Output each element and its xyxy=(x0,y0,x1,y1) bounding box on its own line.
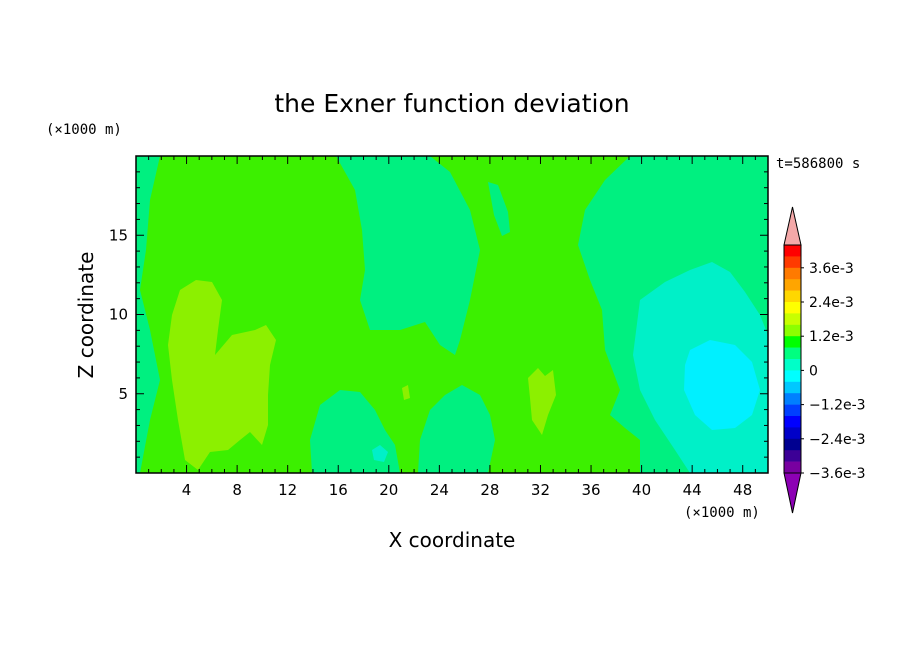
x-tick-label: 24 xyxy=(430,481,449,499)
contour-negative-weak xyxy=(488,182,510,236)
y-tick-label: 10 xyxy=(109,306,128,324)
contour-negative-weak xyxy=(336,156,480,355)
colorbar-swatch xyxy=(784,416,801,428)
colorbar-swatch xyxy=(784,393,801,405)
colorbar-swatch xyxy=(784,302,801,314)
y-tick-label: 5 xyxy=(118,385,128,403)
x-tick-label: 44 xyxy=(683,481,702,499)
colorbar-swatch xyxy=(784,245,801,257)
x-tick-label: 20 xyxy=(379,481,398,499)
colorbar-swatch xyxy=(784,450,801,462)
x-tick-label: 36 xyxy=(581,481,600,499)
colorbar-swatch xyxy=(784,461,801,474)
x-tick-label: 48 xyxy=(733,481,752,499)
time-label: t=586800 s xyxy=(776,156,860,172)
contour-negative-strong xyxy=(684,340,760,430)
contour-negative-mid xyxy=(372,445,388,462)
colorbar-label: 2.4e-3 xyxy=(809,295,854,311)
colorbar-over-arrow xyxy=(783,206,802,246)
contour-negative-weak xyxy=(418,385,495,473)
colorbar: 3.6e-3 2.4e-3 1.2e-3 0 −1.2e-3 −2.4e-3 −3.6e-3 xyxy=(783,206,866,514)
x-axis: 4 8 12 16 20 24 28 32 36 40 44 48 xyxy=(148,156,756,499)
colorbar-label: 1.2e-3 xyxy=(809,329,854,345)
y-unit-label: (×1000 m) xyxy=(46,122,122,138)
x-tick-label: 16 xyxy=(329,481,348,499)
colorbar-swatch xyxy=(784,370,801,383)
x-unit-label: (×1000 m) xyxy=(684,505,760,521)
colorbar-swatch xyxy=(784,381,801,394)
colorbar-swatch xyxy=(784,336,801,348)
colorbar-swatch xyxy=(784,427,801,440)
x-tick-label: 40 xyxy=(632,481,651,499)
x-tick-label: 8 xyxy=(232,481,242,499)
colorbar-swatch xyxy=(784,256,801,269)
contour-positive xyxy=(168,280,276,470)
colorbar-swatch xyxy=(784,347,801,360)
x-tick-label: 12 xyxy=(278,481,297,499)
x-axis-label: X coordinate xyxy=(389,528,516,552)
colorbar-label: 3.6e-3 xyxy=(809,261,854,277)
contour-field xyxy=(136,156,768,473)
contour-positive xyxy=(402,385,410,400)
y-axis-label: Z coordinate xyxy=(74,252,98,379)
chart-title: the Exner function deviation xyxy=(274,89,629,118)
colorbar-swatch xyxy=(784,267,801,280)
colorbar-swatch xyxy=(784,279,801,291)
colorbar-label: −1.2e-3 xyxy=(809,398,866,414)
colorbar-label: 0 xyxy=(809,363,818,379)
x-tick-label: 4 xyxy=(182,481,192,499)
colorbar-swatch xyxy=(784,438,801,451)
colorbar-swatch xyxy=(784,290,801,303)
y-tick-label: 15 xyxy=(109,226,128,244)
x-tick-label: 28 xyxy=(480,481,499,499)
y-axis: 5 10 15 xyxy=(109,171,768,458)
colorbar-label: −3.6e-3 xyxy=(809,466,866,482)
colorbar-label: −2.4e-3 xyxy=(809,432,866,448)
x-tick-label: 32 xyxy=(531,481,550,499)
colorbar-swatch xyxy=(784,359,801,371)
colorbar-under-arrow xyxy=(783,472,802,514)
colorbar-swatch xyxy=(784,404,801,417)
colorbar-swatch xyxy=(784,324,801,337)
colorbar-swatch xyxy=(784,313,801,326)
contour-positive xyxy=(528,368,556,435)
